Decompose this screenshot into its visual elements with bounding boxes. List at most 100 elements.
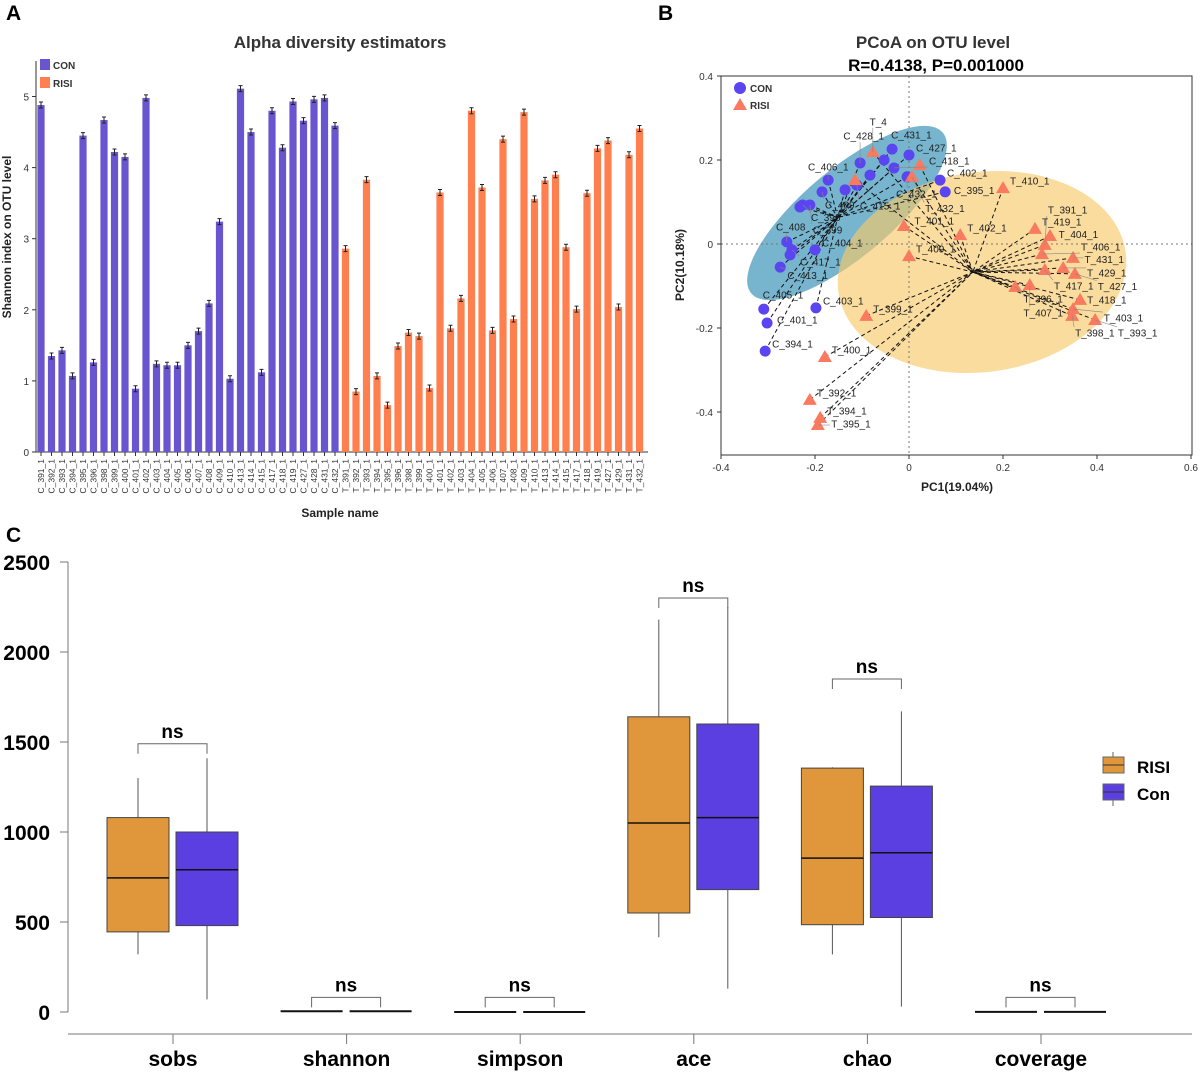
label-leader-line — [809, 204, 813, 224]
spider-line — [779, 217, 839, 268]
label-leader-line — [893, 166, 928, 169]
point-label: C_402_1 — [947, 169, 988, 180]
spider-line — [766, 217, 839, 324]
point-T_429_1 — [1056, 260, 1071, 273]
point-label: T_402_1 — [967, 224, 1007, 235]
point-T_399_1 — [859, 308, 874, 321]
y-tick-label: 1500 — [3, 732, 50, 755]
legend-swatch-risi — [40, 77, 50, 88]
box-risi-chao — [800, 767, 864, 926]
label-leader-line — [791, 249, 800, 257]
error-bar — [417, 332, 421, 340]
y-axis-label: PC2(10.18%) — [673, 229, 687, 301]
legend-label-risi: RISI — [1137, 758, 1170, 777]
error-bar — [112, 148, 117, 156]
error-bar — [291, 97, 295, 105]
bar-T_417_1 — [572, 309, 581, 452]
panel-label-c: C — [6, 524, 21, 547]
box-con-sobs — [175, 831, 239, 927]
point-label: C_432_1 — [896, 190, 937, 201]
point-label: T_427_1 — [1098, 282, 1138, 293]
spider-line — [763, 217, 839, 310]
error-bar — [123, 153, 127, 161]
point-label: C_415_1 — [860, 202, 901, 213]
x-tick-label: C_399_1 — [110, 459, 120, 494]
x-tick-label: T_413_1 — [540, 459, 550, 493]
point-label: C_405_1 — [763, 291, 804, 302]
x-tick-label: C_413_1 — [236, 459, 246, 494]
bar-C_393_1 — [58, 350, 66, 452]
box-con-ace — [696, 723, 760, 891]
error-bar — [207, 299, 211, 307]
x-tick-label: C_414_1 — [246, 459, 256, 494]
error-bar — [616, 303, 621, 311]
error-bar — [91, 358, 96, 366]
y-axis-label: Shannon index on OTU level — [0, 156, 14, 319]
point-label: C_427_1 — [916, 143, 957, 154]
x-tick-label: C_402_1 — [141, 459, 151, 494]
x-tick-label: T_406_1 — [488, 459, 498, 493]
bar-C_402_1 — [142, 97, 150, 452]
error-bar — [396, 342, 400, 350]
y-tick-label: 500 — [15, 912, 50, 935]
error-bar — [375, 372, 379, 380]
point-label: C_418_1 — [929, 156, 970, 167]
point-T_410_1 — [996, 181, 1010, 194]
bar-T_410_1 — [530, 198, 539, 452]
point-label: C_395_1 — [954, 186, 995, 197]
bar-C_392_1 — [47, 356, 56, 452]
x-tick-label: T_418_1 — [582, 459, 592, 493]
alpha-diversity-bar-chart: Alpha diversity estimators Sample name S… — [0, 33, 648, 520]
point-T_393_1 — [1088, 313, 1103, 326]
point-label: T_401_1 — [915, 217, 955, 228]
error-bar — [532, 195, 537, 203]
label-leader-line — [1042, 252, 1081, 255]
bar-C_394_1 — [68, 375, 77, 452]
label-leader-line — [1072, 308, 1103, 313]
point-T_394_1 — [813, 410, 828, 423]
bar-C_413_1 — [236, 88, 245, 452]
x-tick-label: C_406_1 — [183, 459, 193, 494]
pcoa-scatter-chart: PCoA on OTU level R=0.4138, P=0.001000 P… — [673, 33, 1198, 494]
spider-line — [817, 271, 974, 426]
error-bar — [186, 341, 190, 349]
point-label: T_393_1 — [1118, 328, 1158, 339]
x-tick-label: C_401_1 — [131, 459, 141, 494]
error-bar — [574, 305, 579, 313]
point-T_402_1 — [953, 228, 968, 241]
x-tick-label-sobs: sobs — [148, 1048, 197, 1071]
x-tick-label: 0 — [906, 463, 912, 474]
x-tick-label: C_393_1 — [57, 459, 67, 494]
y-tick-label: 1000 — [3, 822, 50, 845]
point-con — [839, 184, 851, 196]
error-bar — [228, 375, 232, 383]
bar-T_403_1 — [457, 298, 465, 452]
error-bar — [637, 124, 642, 132]
bar-C_401_1 — [131, 388, 140, 452]
spider-line — [866, 271, 974, 317]
x-tick-label: T_427_1 — [603, 459, 613, 493]
significance-bracket — [311, 996, 382, 1008]
x-tick-label: C_400_1 — [120, 459, 130, 494]
point-T_404_1 — [1043, 229, 1057, 242]
error-bar — [343, 245, 348, 253]
bar-T_408_1 — [509, 319, 518, 452]
spider-line — [791, 217, 838, 251]
significance-bracket — [658, 597, 729, 608]
x-axis-label: PC1(19.04%) — [921, 480, 993, 494]
bar-T_398_1 — [404, 332, 413, 452]
error-bar — [354, 388, 358, 396]
x-tick-label: T_414_1 — [551, 459, 561, 493]
spider-line — [972, 271, 1075, 275]
x-tick-label: C_408_1 — [204, 459, 214, 494]
significance-bracket — [1005, 996, 1076, 1008]
y-tick-label: 0 — [707, 240, 713, 251]
point-T_396_1 — [1008, 279, 1023, 292]
bar-C_432_1 — [331, 125, 339, 452]
bar-C_408_1 — [205, 303, 213, 452]
label-leader-line — [780, 266, 787, 270]
point-T_400_1 — [817, 349, 832, 362]
bar-T_396_1 — [394, 346, 402, 452]
bar-T_427_1 — [604, 140, 612, 452]
